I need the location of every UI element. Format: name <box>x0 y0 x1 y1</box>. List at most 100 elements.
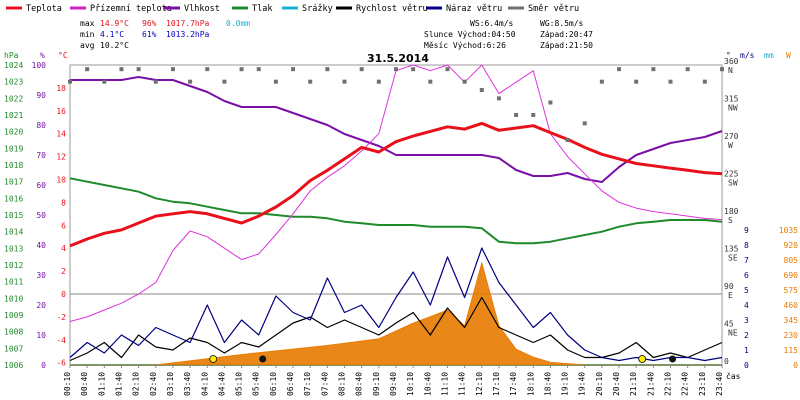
stats-avg-label: avg <box>80 41 95 50</box>
tick-label-w: 920 <box>784 241 799 250</box>
tick-label-hpa: 1019 <box>4 144 23 153</box>
tick-label-hpa: 1006 <box>4 361 23 370</box>
tick-label-time: 05:40 <box>252 372 261 396</box>
tick-label-ms: 6 <box>744 271 749 280</box>
wind-direction-point <box>634 79 639 84</box>
wind-direction-point <box>376 79 381 84</box>
tick-label-time: 03:10 <box>166 372 175 396</box>
tick-label-time: 11:40 <box>458 372 467 396</box>
tick-label-pct: 50 <box>36 211 46 220</box>
legend-label-prizemni: Přízemní teplota <box>90 4 172 14</box>
tick-label-pct: 20 <box>36 301 46 310</box>
wind-direction-point <box>273 79 278 84</box>
wind-direction-point <box>153 79 158 84</box>
tick-label-ms: 4 <box>744 301 749 310</box>
tick-label-time: 21:10 <box>629 372 638 396</box>
tick-label-hpa: 1009 <box>4 311 23 320</box>
tick-label-celsius: 16 <box>56 107 66 116</box>
tick-label-hpa: 1021 <box>4 111 23 120</box>
tick-label-ms: 3 <box>744 316 749 325</box>
tick-label-w: 1035 <box>779 226 798 235</box>
tick-label-compass: NW <box>728 104 738 113</box>
moonrise-icon <box>259 355 267 363</box>
legend-label-vlhkost: Vlhkost <box>184 4 220 14</box>
tick-label-hpa: 1010 <box>4 294 23 303</box>
tick-label-time: 07:40 <box>320 372 329 396</box>
tick-label-hpa: 1022 <box>4 94 23 103</box>
tick-label-compass: W <box>728 141 733 150</box>
tick-label-direction: 315 <box>724 95 739 104</box>
tick-label-time: 17:10 <box>492 372 501 396</box>
tick-label-ms: 0 <box>744 361 749 370</box>
tick-label-ms: 1 <box>744 346 749 355</box>
tick-label-celsius: 6 <box>61 221 66 230</box>
tick-label-ms: 5 <box>744 286 749 295</box>
wind-direction-point <box>428 79 433 84</box>
legend-label-naraz: Náraz větru <box>446 4 502 14</box>
wind-direction-series <box>68 67 724 142</box>
tick-label-celsius: 2 <box>61 267 66 276</box>
tick-label-time: 04:40 <box>217 372 226 396</box>
legend-label-rychlost: Rychlost větru <box>356 4 428 14</box>
axis-label-time: čas <box>726 371 741 381</box>
tick-label-direction: 270 <box>724 132 739 141</box>
tick-label-time: 00:40 <box>80 372 89 396</box>
series-line-naraz <box>69 247 723 362</box>
event-markers <box>209 355 677 363</box>
tick-label-direction: 225 <box>724 170 739 179</box>
tick-label-time: 21:40 <box>646 372 655 396</box>
wind-direction-point <box>239 67 244 72</box>
tick-label-time: 04:10 <box>200 372 209 396</box>
tick-label-w: 460 <box>784 301 799 310</box>
wind-direction-point <box>119 67 124 72</box>
wind-direction-point <box>668 79 673 84</box>
tick-label-time: 17:40 <box>509 372 518 396</box>
tick-label-direction: 180 <box>724 207 739 216</box>
tick-label-direction: 45 <box>724 320 734 329</box>
wind-direction-point <box>445 67 450 72</box>
tick-label-time: 06:10 <box>269 372 278 396</box>
wind-direction-point <box>531 113 536 117</box>
tick-label-hpa: 1016 <box>4 194 23 203</box>
wind-direction-point <box>188 79 193 84</box>
tick-label-ms: 2 <box>744 331 749 340</box>
tick-label-ms: 8 <box>744 241 749 250</box>
tick-label-time: 19:40 <box>578 372 587 396</box>
wind-direction-point <box>720 67 724 72</box>
series-line-teplota <box>69 121 723 248</box>
wind-direction-point <box>599 79 604 84</box>
tick-label-w: 690 <box>784 271 799 280</box>
tick-label-pct: 100 <box>32 61 47 70</box>
axis-label-direction: ° <box>726 51 731 60</box>
tick-label-compass: S <box>728 216 733 225</box>
tick-label-w: 805 <box>784 256 799 265</box>
tick-label-direction: 360 <box>724 57 739 66</box>
tick-label-hpa: 1012 <box>4 261 23 270</box>
wind-direction-point <box>102 79 107 84</box>
tick-label-time: 01:10 <box>97 372 106 396</box>
tick-label-pct: 0 <box>41 361 46 370</box>
series-line-vlhkost <box>70 76 723 183</box>
tick-label-hpa: 1008 <box>4 328 23 337</box>
tick-label-time: 10:40 <box>423 372 432 396</box>
axis-label-celsius: °C <box>58 51 68 60</box>
stats-max-label: max <box>80 19 95 28</box>
stats-precip: 0.0mm <box>226 19 250 28</box>
tick-label-time: 07:10 <box>303 372 312 396</box>
tick-label-compass: SE <box>728 254 738 263</box>
tick-label-celsius: 10 <box>56 176 66 185</box>
wind-direction-point <box>685 67 690 72</box>
tick-label-hpa: 1023 <box>4 78 23 87</box>
tick-label-celsius: -6 <box>56 359 66 368</box>
stats-min-temp: 4.1°C <box>100 30 124 39</box>
stats-min-hum: 61% <box>142 30 157 39</box>
wind-direction-point <box>222 79 227 84</box>
wind-direction-point <box>359 67 364 72</box>
tick-label-hpa: 1018 <box>4 161 23 170</box>
legend-label-tlak: Tlak <box>252 4 272 14</box>
stats-max-temp: 14.9°C <box>100 19 129 28</box>
wind-direction-point <box>308 79 313 84</box>
wind-direction-point <box>291 67 296 72</box>
chart-title: 31.5.2014 <box>367 52 429 65</box>
